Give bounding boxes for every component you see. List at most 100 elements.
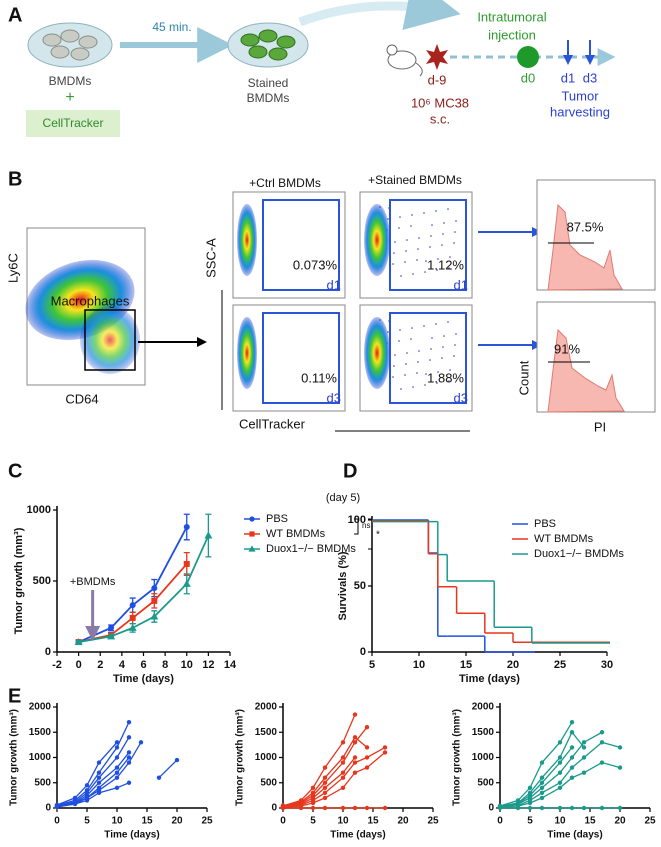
day-label: d1	[327, 277, 341, 292]
marker	[557, 805, 563, 811]
marker	[298, 801, 304, 807]
panel-label: B	[8, 168, 22, 190]
injection-point	[517, 46, 539, 68]
gate	[262, 199, 340, 291]
marker	[581, 755, 587, 760]
y-tick-label: 0	[360, 646, 366, 658]
marker	[352, 805, 358, 811]
panel-label: E	[8, 685, 21, 707]
series-line	[499, 731, 603, 808]
x-tick-label: 8	[162, 659, 168, 671]
x-tick-label: 15	[141, 816, 153, 827]
marker	[364, 745, 370, 750]
marker	[84, 783, 90, 788]
legend-label: Duox1−/− BMDMs	[266, 543, 356, 555]
x-tick-label: 20	[397, 816, 409, 827]
marker	[527, 805, 533, 811]
x-axis-label: Time (days)	[459, 673, 520, 685]
event-dot	[416, 259, 418, 261]
x-tick-label: 15	[584, 816, 596, 827]
harvest-label: Tumor	[561, 88, 599, 103]
marker	[322, 790, 328, 796]
marker	[96, 788, 102, 793]
marker	[96, 760, 102, 765]
y-tick-label: 100	[348, 514, 366, 526]
x-tick-label: 2	[97, 659, 103, 671]
event-dot	[449, 369, 451, 371]
y-tick-label: 500	[34, 777, 51, 788]
event-dot	[392, 376, 394, 378]
event-dot	[393, 365, 395, 367]
marker	[280, 804, 286, 809]
marker	[569, 805, 575, 811]
marker	[156, 775, 162, 780]
event-dot	[394, 241, 396, 243]
marker	[539, 780, 545, 785]
event-dot	[404, 374, 406, 376]
x-tick-label: 14	[224, 659, 237, 671]
event-dot	[437, 258, 439, 260]
y-axis-label: Tumor growth (mm³)	[235, 709, 246, 806]
x-tick-label: 25	[201, 816, 213, 827]
event-dot	[411, 214, 413, 216]
gate	[389, 312, 467, 404]
x-tick-label: 25	[554, 659, 566, 671]
y-tick-label: 1000	[255, 752, 278, 763]
percent-label: 0.073%	[293, 257, 338, 272]
event-dot	[436, 269, 438, 271]
marker	[569, 745, 575, 750]
mouse	[386, 44, 423, 77]
marker	[114, 765, 120, 770]
y-tick-label: 2000	[472, 702, 495, 713]
x-axis-label: Time (days)	[330, 830, 385, 841]
series-line	[56, 736, 130, 807]
event-dot	[424, 384, 426, 386]
event-dot	[453, 355, 455, 357]
panel-label: A	[8, 4, 22, 26]
event-dot	[393, 252, 395, 254]
bracket	[354, 518, 359, 535]
marker	[539, 775, 545, 780]
y-tick-label: 2000	[29, 702, 52, 713]
y-tick-label: 500	[260, 777, 277, 788]
legend-label: Duox1−/− BMDMs	[534, 548, 624, 560]
event-dot	[400, 275, 402, 277]
marker	[352, 740, 358, 745]
percent-label: 1.88%	[427, 370, 464, 385]
event-dot	[435, 323, 437, 325]
series-line	[78, 535, 210, 643]
event-dot	[399, 329, 401, 331]
event-dot	[447, 208, 449, 210]
percent-label: 91%	[554, 341, 580, 356]
marker	[114, 745, 120, 750]
marker	[352, 760, 358, 765]
event-dot	[417, 248, 419, 250]
marker	[382, 745, 388, 750]
marker	[182, 579, 191, 587]
marker	[310, 795, 316, 801]
marker	[126, 760, 132, 765]
marker	[96, 770, 102, 775]
marker	[617, 765, 623, 770]
marker	[126, 735, 132, 740]
event-dot	[398, 340, 400, 342]
marker	[74, 638, 83, 646]
legend-label: PBS	[534, 518, 556, 530]
y-tick-label: 500	[477, 777, 494, 788]
density	[237, 317, 257, 389]
stained-cells	[240, 29, 296, 61]
marker	[352, 735, 358, 740]
reagent-label: CellTracker	[43, 116, 104, 130]
event-dot	[423, 212, 425, 214]
event-dot	[400, 388, 402, 390]
marker	[126, 780, 132, 785]
marker	[581, 805, 587, 811]
event-dot	[412, 386, 414, 388]
x-tick-label: 15	[367, 816, 379, 827]
event-dot	[405, 250, 407, 252]
gate	[262, 312, 340, 404]
marker	[249, 516, 255, 522]
event-dot	[436, 382, 438, 384]
percent-label: 1.12%	[427, 257, 464, 272]
